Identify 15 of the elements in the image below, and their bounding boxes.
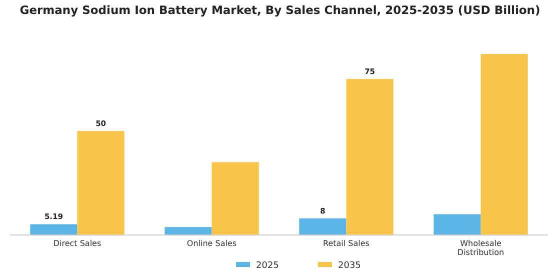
bar xyxy=(434,214,481,235)
bar xyxy=(346,78,394,235)
x-tick-label: Online Sales xyxy=(186,239,237,248)
bar xyxy=(77,130,124,235)
bar xyxy=(480,54,528,235)
x-tick-label: Direct Sales xyxy=(53,239,102,248)
x-tick-label: Retail Sales xyxy=(323,239,370,248)
bar xyxy=(212,162,259,235)
bar xyxy=(164,227,212,235)
bar xyxy=(30,224,78,235)
chart-title: Germany Sodium Ion Battery Market, By Sales Channel, 2025-2035 (USD Billion) xyxy=(20,3,540,17)
legend-label: 2035 xyxy=(338,261,361,272)
legend-label: 2025 xyxy=(256,261,279,272)
x-tick-label: Wholesale Distribution xyxy=(457,239,504,257)
bar xyxy=(299,218,346,235)
